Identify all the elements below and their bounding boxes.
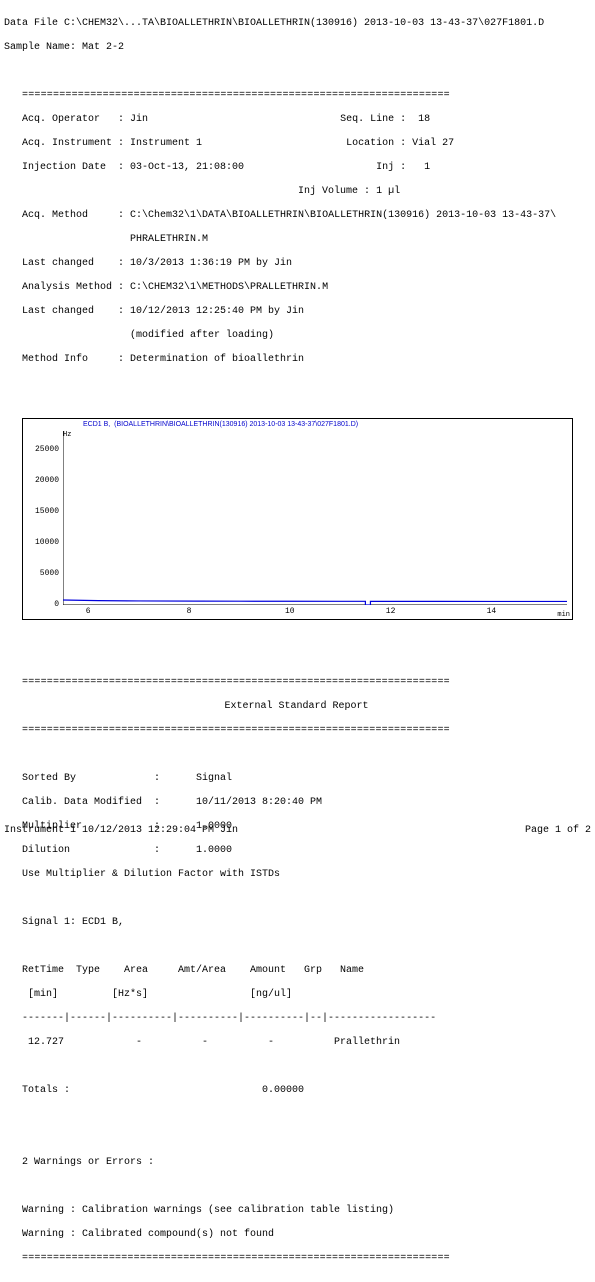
- xtick-label: 14: [481, 607, 501, 616]
- acq-method-label: Acq. Method :: [22, 210, 130, 221]
- dashes-mid2: ========================================…: [22, 724, 591, 737]
- injection-date-row: Injection Date : 03-Oct-13, 21:08:00 Inj…: [22, 161, 591, 174]
- last-changed2-value: 10/12/2013 12:25:40 PM by Jin: [130, 306, 304, 317]
- footer-page-label: Page: [525, 825, 555, 836]
- inj-volume-value: 1 µl: [376, 186, 400, 197]
- seq-line-label: Seq. Line :: [340, 114, 418, 125]
- acq-instrument-label: Acq. Instrument :: [22, 138, 130, 149]
- chart-title: ECD1 B, (BIOALLETHRIN\BIOALLETHRIN(13091…: [83, 421, 358, 428]
- table-row: 12.727 - - - Prallethrin: [22, 1036, 591, 1049]
- last-changed2-label: Last changed :: [22, 306, 130, 317]
- acq-instrument-row: Acq. Instrument : Instrument 1 Location …: [22, 137, 591, 150]
- acq-method-row2: PHRALETHRIN.M: [22, 233, 591, 246]
- ytick-label: 15000: [25, 507, 59, 516]
- totals-row: Totals : 0.00000: [22, 1084, 591, 1097]
- inj-volume-label: Inj Volume :: [298, 186, 376, 197]
- inj-label: Inj :: [376, 162, 424, 173]
- location-label: Location :: [346, 138, 412, 149]
- inj-volume-row: Inj Volume : 1 µl: [22, 185, 591, 198]
- sorted-by-row: Sorted By : Signal: [22, 772, 591, 785]
- calib-date-value: 10/11/2013 8:20:40 PM: [196, 797, 322, 808]
- last-changed2-row2: (modified after loading): [22, 329, 591, 342]
- footer-right: Page 1 of 2: [525, 825, 591, 836]
- sorted-by-value: Signal: [196, 773, 232, 784]
- footer: Instrument 1 10/12/2013 12:29:04 PM Jin …: [4, 825, 591, 836]
- calib-date-row: Calib. Data Modified : 10/11/2013 8:20:4…: [22, 796, 591, 809]
- totals-value: 0.00000: [262, 1085, 304, 1096]
- table-units: [min] [Hz*s] [ng/ul]: [22, 988, 591, 1001]
- seq-line-value: 18: [418, 114, 430, 125]
- dilution-row: Dilution : 1.0000: [22, 844, 591, 857]
- last-changed1-row: Last changed : 10/3/2013 1:36:19 PM by J…: [22, 257, 591, 270]
- injection-date-value: 03-Oct-13, 21:08:00: [130, 162, 244, 173]
- acq-method-value2: PHRALETHRIN.M: [130, 234, 208, 245]
- warning2: Warning : Calibrated compound(s) not fou…: [22, 1228, 591, 1241]
- last-changed2-row: Last changed : 10/12/2013 12:25:40 PM by…: [22, 305, 591, 318]
- ytick-label: 5000: [25, 569, 59, 578]
- xtick-label: 10: [280, 607, 300, 616]
- analysis-method-label: Analysis Method :: [22, 282, 130, 293]
- ytick-label: 10000: [25, 538, 59, 547]
- last-changed2-value2: (modified after loading): [130, 330, 274, 341]
- acq-operator-label: Acq. Operator :: [22, 114, 130, 125]
- table-sep: -------|------|----------|----------|---…: [22, 1012, 591, 1025]
- acq-instrument-value: Instrument 1: [130, 138, 202, 149]
- footer-left: Instrument 1 10/12/2013 12:29:04 PM Jin: [4, 825, 238, 836]
- injection-date-label: Injection Date :: [22, 162, 130, 173]
- xtick-label: 8: [179, 607, 199, 616]
- location-value: Vial 27: [412, 138, 454, 149]
- xtick-label: 12: [381, 607, 401, 616]
- footer-page-value: 1 of 2: [555, 825, 591, 836]
- page: Data File C:\CHEM32\...TA\BIOALLETHRIN\B…: [0, 0, 595, 1282]
- acq-method-row: Acq. Method : C:\Chem32\1\DATA\BIOALLETH…: [22, 209, 591, 222]
- acq-method-value: C:\Chem32\1\DATA\BIOALLETHRIN\BIOALLETHR…: [130, 210, 556, 221]
- signal-line: Signal 1: ECD1 B,: [22, 916, 591, 929]
- chromatogram-chart: ECD1 B, (BIOALLETHRIN\BIOALLETHRIN(13091…: [22, 418, 573, 620]
- report-title: External Standard Report: [22, 700, 571, 713]
- acq-operator-value: Jin: [130, 114, 148, 125]
- dashes-top: ========================================…: [22, 89, 591, 102]
- inj-value: 1: [424, 162, 430, 173]
- ytick-label: 20000: [25, 476, 59, 485]
- totals-label: Totals :: [22, 1085, 262, 1096]
- dashes-mid: ========================================…: [22, 676, 591, 689]
- warnings-count: 2 Warnings or Errors :: [22, 1156, 591, 1169]
- table-header: RetTime Type Area Amt/Area Amount Grp Na…: [22, 964, 591, 977]
- use-multiplier-line: Use Multiplier & Dilution Factor with IS…: [22, 868, 591, 881]
- dashes-bottom: ========================================…: [22, 1252, 591, 1265]
- method-info-label: Method Info :: [22, 354, 130, 365]
- analysis-method-row: Analysis Method : C:\CHEM32\1\METHODS\PR…: [22, 281, 591, 294]
- calib-date-label: Calib. Data Modified :: [22, 797, 196, 808]
- chart-xunit: min: [557, 611, 570, 619]
- last-changed1-label: Last changed :: [22, 258, 130, 269]
- analysis-method-value: C:\CHEM32\1\METHODS\PRALLETHRIN.M: [130, 282, 328, 293]
- method-info-value: Determination of bioallethrin: [130, 354, 304, 365]
- sorted-by-label: Sorted By :: [22, 773, 196, 784]
- dilution-label: Dilution :: [22, 845, 196, 856]
- ytick-label: 25000: [25, 445, 59, 454]
- chart-plot: [63, 431, 567, 605]
- acq-operator-row: Acq. Operator : Jin Seq. Line : 18: [22, 113, 591, 126]
- dilution-value: 1.0000: [196, 845, 232, 856]
- xtick-label: 6: [78, 607, 98, 616]
- method-info-row: Method Info : Determination of bioalleth…: [22, 353, 591, 366]
- data-file-line: Data File C:\CHEM32\...TA\BIOALLETHRIN\B…: [4, 17, 591, 30]
- sample-name-line: Sample Name: Mat 2-2: [4, 41, 591, 54]
- ytick-label: 0: [25, 600, 59, 609]
- last-changed1-value: 10/3/2013 1:36:19 PM by Jin: [130, 258, 292, 269]
- warning1: Warning : Calibration warnings (see cali…: [22, 1204, 591, 1217]
